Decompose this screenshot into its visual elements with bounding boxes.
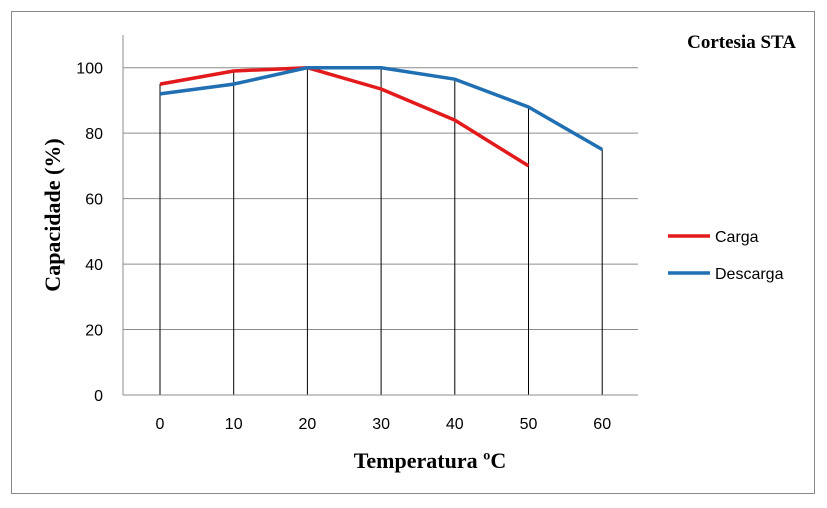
x-tick-label-60: 60 [593,416,611,433]
credit-annotation: Cortesia STA [687,32,796,53]
legend-label-carga: Carga [715,229,759,246]
y-tick-label-100: 100 [76,61,103,78]
series-layer [159,65,604,168]
x-tick-label-10: 10 [225,416,243,433]
x-tick-label-50: 50 [520,416,538,433]
chart-frame [11,11,815,494]
axis-layer [122,35,638,396]
y-tick-label-60: 60 [85,192,103,209]
y-tick-label-40: 40 [85,257,103,274]
y-axis-title: Capacidade (%) [40,138,65,291]
x-tick-label-30: 30 [372,416,390,433]
x-tick-label-40: 40 [446,416,464,433]
legend: Carga Descarga [668,229,784,283]
y-tick-label-0: 0 [94,388,103,405]
x-tick-label-0: 0 [156,416,165,433]
grid-layer [123,67,638,395]
x-tick-label-20: 20 [299,416,317,433]
series-line-descarga [159,65,604,152]
label-layer: 0 20 40 60 80 100 0 10 20 30 40 50 60 [76,61,611,433]
series-line-carga [159,65,530,168]
legend-label-descarga: Descarga [715,266,784,283]
y-tick-label-80: 80 [85,126,103,143]
x-axis-title: Temperatura ºC [354,448,507,473]
y-tick-label-20: 20 [85,323,103,340]
